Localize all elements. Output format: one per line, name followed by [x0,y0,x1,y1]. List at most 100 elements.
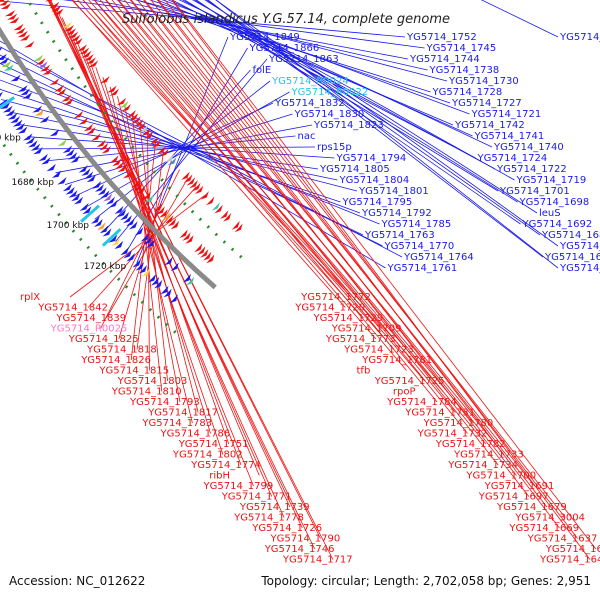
plus-feature [65,186,75,195]
gene-leader-line [102,76,211,434]
rna-feature [101,228,122,247]
plus-feature [97,187,107,196]
plus-feature [68,190,78,198]
gene-leader-line [117,96,199,413]
plus-feature [17,126,28,134]
plus-feature [106,196,115,205]
minus-feature [54,84,64,92]
minus-feature [165,154,174,163]
plus-feature [0,57,10,64]
gene-leader-line [0,46,403,258]
minus-feature [129,113,139,121]
minus-feature [73,110,84,119]
minus-feature [45,0,53,2]
plus-feature [91,215,100,224]
gene-label: YG5714_1732 [417,429,488,440]
minus-feature [136,185,146,194]
minus-feature [214,204,223,214]
minus-feature [200,249,209,258]
scale-label: 1700 kbp [47,221,90,231]
plus-feature [128,221,138,230]
plus-feature [0,88,1,90]
gene-label: YG5714_1687 [559,241,600,252]
minus-feature [167,218,177,227]
gene-leader-line [100,169,180,329]
gene-label: YG5714_1815 [98,366,169,377]
gene-label: YG5714_1761 [387,263,458,274]
gene-leader-line [71,0,352,298]
plus-feature [100,190,110,199]
gene-leader-line [135,0,431,93]
minus-feature [200,191,209,200]
plus-feature [0,53,7,60]
minus-feature [186,177,196,186]
gene-leader-line [18,124,319,170]
plus-feature [154,279,163,289]
gene-label: YG5714_1731 [404,408,475,419]
minus-feature [183,174,193,183]
plus-feature [28,140,38,148]
plus-strand-labels: YG5714_1849YG5714_1866YG5714_1863folEYG5… [229,32,600,274]
minus-feature [121,104,131,112]
minus-feature [17,30,28,38]
gene-label: YG5714_1786 [160,429,231,440]
gene-leader-line [178,0,493,148]
plus-feature [0,91,3,98]
plus-feature [108,199,118,208]
plus-feature [38,153,48,162]
gene-leader-line [206,0,541,236]
gene-leader-line [109,86,193,424]
gene-leader-line [192,0,515,181]
gene-label: YG5714_1744 [409,54,480,65]
gene-label: rplX [20,292,40,303]
minus-feature [78,117,89,125]
gene-label: YG5714_1781 [361,355,432,366]
minus-feature [49,78,60,85]
plus-feature [79,203,89,211]
accession-text: Accession: NC_012622 [9,574,145,588]
plus-feature [49,129,60,137]
minus-feature [4,10,16,17]
gene-label: YG5714_1738 [429,65,500,76]
minus-feature [194,185,204,194]
gene-leader-line [106,177,189,319]
gene-leader-line [115,0,428,71]
minus-feature [182,232,191,241]
gene-leader-line [143,0,530,497]
minus-feature [86,57,96,65]
plus-feature [138,265,147,274]
minus-feature [19,34,31,41]
plus-feature [111,237,121,246]
gene-label: YG5714_1774 [190,460,261,471]
gene-leader-line [171,0,591,560]
gene-leader-line [164,0,578,539]
gene-label: YG5714_1770 [384,241,455,252]
minus-feature [139,125,149,133]
gene-leader-line [130,0,505,455]
minus-feature [203,251,212,261]
gene-label: YG5714_1826 [80,355,151,366]
minus-feature [63,25,74,32]
gene-leader-line [77,0,364,319]
leader-lines [0,0,597,560]
minus-feature [142,191,151,200]
gene-leader-line [74,37,260,476]
gene-label: YG5714_1783 [141,418,212,429]
gene-label: leuS [539,208,561,219]
minus-feature [192,182,201,192]
gene-leader-line [62,0,425,49]
plus-feature [170,262,179,272]
plus-feature [20,88,30,96]
minus-feature [117,164,127,173]
gene-label: YG5714_1818 [86,345,157,356]
gene-label: YG5714_1792 [361,208,432,219]
minus-feature [7,13,18,20]
gene-leader-line [93,0,413,361]
scale-label: 1680 kbp [12,178,55,188]
plus-feature [108,234,118,243]
gene-label: YG5714_1746 [264,544,335,555]
gene-label: YG5714_1733 [453,450,524,461]
plus-feature [65,148,75,157]
minus-feature [0,0,5,2]
plus-feature [22,92,33,99]
